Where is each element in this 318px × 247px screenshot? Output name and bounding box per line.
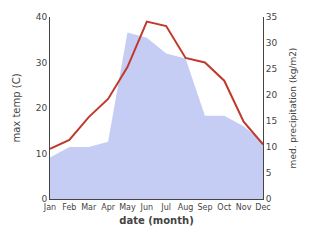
svg-text:5: 5 xyxy=(266,168,272,178)
svg-text:10: 10 xyxy=(266,142,278,152)
svg-text:30: 30 xyxy=(36,58,48,68)
svg-text:35: 35 xyxy=(266,12,277,22)
svg-text:Jan: Jan xyxy=(43,203,56,212)
svg-text:Mar: Mar xyxy=(81,203,97,212)
svg-text:30: 30 xyxy=(266,38,278,48)
svg-text:25: 25 xyxy=(266,64,277,74)
svg-text:20: 20 xyxy=(36,103,48,113)
svg-text:Sep: Sep xyxy=(197,203,212,212)
svg-text:med. precipitation (kg/m2): med. precipitation (kg/m2) xyxy=(288,48,298,169)
svg-text:Apr: Apr xyxy=(101,203,116,212)
svg-text:40: 40 xyxy=(36,12,48,22)
svg-text:Feb: Feb xyxy=(62,203,76,212)
svg-text:0: 0 xyxy=(266,194,272,204)
svg-text:Aug: Aug xyxy=(178,203,194,212)
svg-text:max temp (C): max temp (C) xyxy=(11,73,22,142)
svg-text:Dec: Dec xyxy=(255,203,270,212)
svg-text:date (month): date (month) xyxy=(119,215,193,226)
svg-text:Oct: Oct xyxy=(217,203,231,212)
svg-text:Jun: Jun xyxy=(140,203,154,212)
svg-text:0: 0 xyxy=(41,194,47,204)
svg-text:10: 10 xyxy=(36,149,48,159)
svg-text:Jul: Jul xyxy=(160,203,171,212)
svg-text:Nov: Nov xyxy=(236,203,252,212)
svg-text:20: 20 xyxy=(266,90,278,100)
svg-text:May: May xyxy=(119,203,136,212)
svg-text:15: 15 xyxy=(266,116,277,126)
